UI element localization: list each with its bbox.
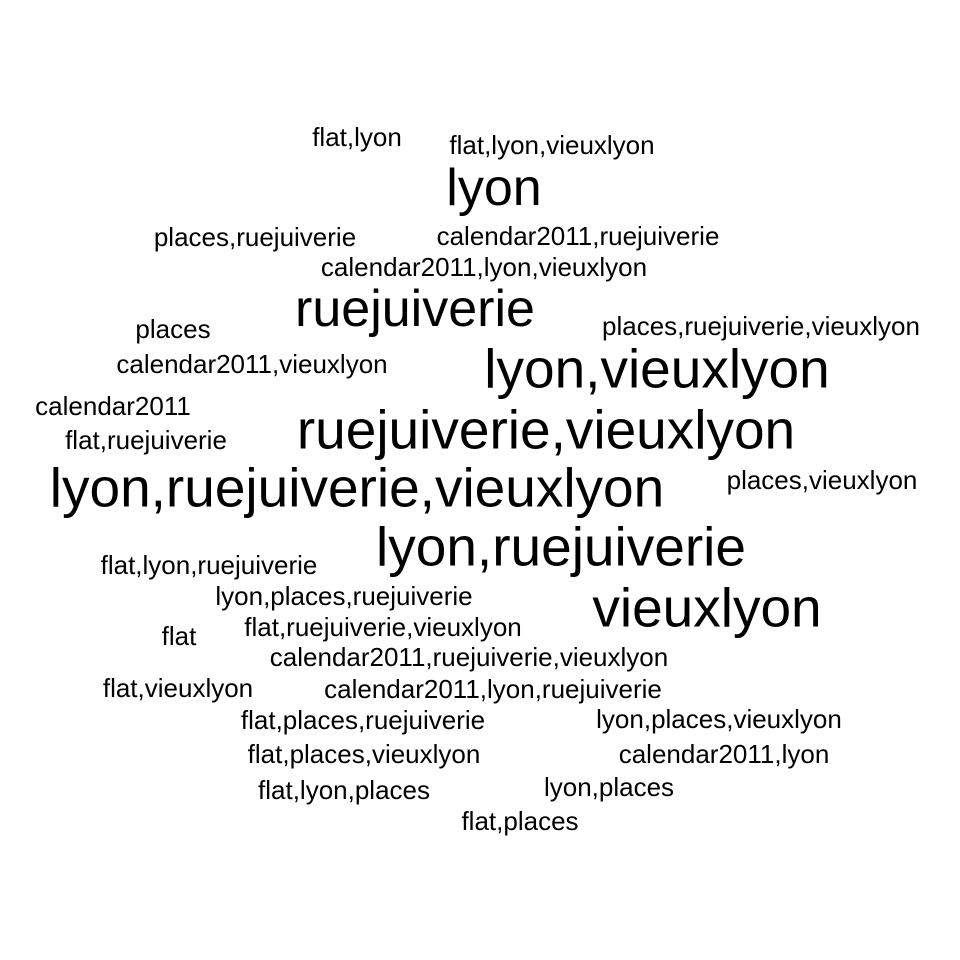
word: lyon,places,ruejuiverie bbox=[215, 581, 473, 611]
word: flat bbox=[161, 621, 197, 651]
word: calendar2011,ruejuiverie,vieuxlyon bbox=[269, 642, 669, 672]
word: lyon,ruejuiverie bbox=[376, 515, 746, 578]
word: lyon,places bbox=[543, 772, 675, 802]
word: lyon bbox=[446, 159, 542, 217]
word: calendar2011 bbox=[35, 391, 191, 421]
word: places bbox=[135, 314, 211, 344]
word: places,ruejuiverie bbox=[153, 222, 357, 252]
word: calendar2011,lyon,vieuxlyon bbox=[320, 252, 648, 282]
word: calendar2011,lyon,ruejuiverie bbox=[324, 674, 662, 704]
word: lyon,places,vieuxlyon bbox=[596, 704, 842, 734]
word: flat,places,ruejuiverie bbox=[240, 705, 486, 735]
word: lyon,vieuxlyon bbox=[484, 337, 830, 400]
word: flat,lyon,places bbox=[258, 775, 430, 805]
word: flat,vieuxlyon bbox=[102, 673, 254, 703]
word: flat,places bbox=[461, 806, 579, 836]
word: flat,lyon,ruejuiverie bbox=[100, 550, 318, 580]
word: calendar2011,ruejuiverie bbox=[436, 221, 720, 251]
word: flat,ruejuiverie bbox=[65, 425, 227, 455]
word: lyon,ruejuiverie,vieuxlyon bbox=[49, 456, 665, 519]
word: flat,lyon,vieuxlyon bbox=[449, 130, 655, 160]
word: ruejuiverie bbox=[295, 280, 535, 338]
word: flat,lyon bbox=[312, 122, 402, 152]
word: places,vieuxlyon bbox=[726, 465, 918, 495]
word: ruejuiverie,vieuxlyon bbox=[296, 398, 796, 461]
word: calendar2011,vieuxlyon bbox=[116, 349, 388, 379]
word: flat,places,vieuxlyon bbox=[247, 739, 481, 769]
word: places,ruejuiverie,vieuxlyon bbox=[602, 311, 920, 341]
word: vieuxlyon bbox=[592, 576, 822, 639]
word: calendar2011,lyon bbox=[618, 739, 830, 769]
word: flat,ruejuiverie,vieuxlyon bbox=[244, 612, 522, 642]
